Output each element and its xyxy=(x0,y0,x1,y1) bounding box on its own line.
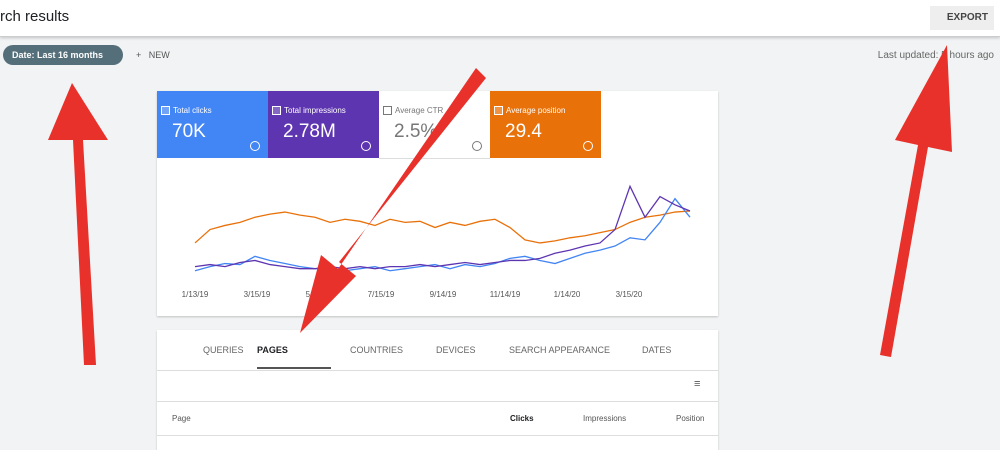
tab[interactable]: DEVICES xyxy=(436,345,476,355)
tab[interactable]: DATES xyxy=(642,345,672,355)
tab[interactable]: QUERIES xyxy=(203,345,244,355)
tab[interactable]: COUNTRIES xyxy=(350,345,404,355)
metric-tile[interactable]: Total impressions 2.78M xyxy=(268,91,379,158)
metric-tile[interactable]: Average CTR 2.5% xyxy=(379,91,490,159)
series-line xyxy=(194,197,691,272)
metric-value: 2.78M xyxy=(283,121,336,142)
new-label[interactable]: NEW xyxy=(148,50,170,60)
tabs-card: ≡ QUERIES PAGES COUNTRIES DEVICES SEARCH APP… xyxy=(157,330,718,450)
last-updated: Last updated: 5 hours ago xyxy=(877,50,994,61)
metric-label: Average position xyxy=(506,106,566,115)
arrow xyxy=(880,45,952,357)
x-tick-label: 1/14/20 xyxy=(554,290,581,299)
filter-icon[interactable]: ≡ xyxy=(694,378,701,390)
x-tick-label: 11/14/19 xyxy=(490,290,521,299)
x-tick-label: 7/15/19 xyxy=(368,290,395,299)
x-tick-label: 9/14/19 xyxy=(430,290,457,299)
tab[interactable]: SEARCH APPEARANCE xyxy=(509,345,611,355)
x-tick-label: 3/15/20 xyxy=(616,290,643,299)
metric-value: 2.5% xyxy=(394,121,438,142)
metric-checkbox[interactable] xyxy=(383,106,392,115)
performance-card: 1/13/19 3/15/19 5/15/19 7/15/19 9/14/19 11/14… xyxy=(157,91,718,316)
metric-label: Average CTR xyxy=(395,106,444,115)
metric-checkbox[interactable] xyxy=(494,106,503,115)
top-bar: rch results EXPORT xyxy=(0,0,1000,37)
help-icon xyxy=(472,141,482,151)
x-tick-label: 5/15/19 xyxy=(306,290,333,299)
help-icon xyxy=(250,141,260,151)
active-tab-underline xyxy=(257,367,331,369)
column-header[interactable]: Impressions xyxy=(583,414,627,423)
metric-label: Total impressions xyxy=(284,106,346,115)
export-button[interactable]: EXPORT xyxy=(930,6,994,30)
tab[interactable]: PAGES xyxy=(257,345,288,355)
metric-tile[interactable]: Average position 29.4 xyxy=(490,91,601,158)
arrow xyxy=(48,83,108,365)
column-header[interactable]: Position xyxy=(676,414,705,423)
metric-checkbox[interactable] xyxy=(161,106,170,115)
x-tick-label: 1/13/19 xyxy=(182,290,209,299)
help-icon xyxy=(361,141,371,151)
page-title: rch results xyxy=(0,8,70,25)
help-icon xyxy=(583,141,593,151)
metric-value: 70K xyxy=(172,121,206,142)
divider xyxy=(157,370,718,371)
divider xyxy=(157,401,718,402)
date-filter[interactable]: Date: Last 16 months xyxy=(3,45,124,65)
metric-value: 29.4 xyxy=(505,121,542,142)
metric-checkbox[interactable] xyxy=(272,106,281,115)
column-header[interactable]: Clicks xyxy=(510,414,534,423)
series-line xyxy=(194,184,691,270)
x-tick-label: 3/15/19 xyxy=(244,290,271,299)
new-filter[interactable]: + NEW xyxy=(136,50,170,60)
divider xyxy=(157,435,718,436)
column-header: Page xyxy=(172,414,191,423)
metric-label: Total clicks xyxy=(173,106,212,115)
metric-tile[interactable]: Total clicks 70K xyxy=(157,91,268,158)
